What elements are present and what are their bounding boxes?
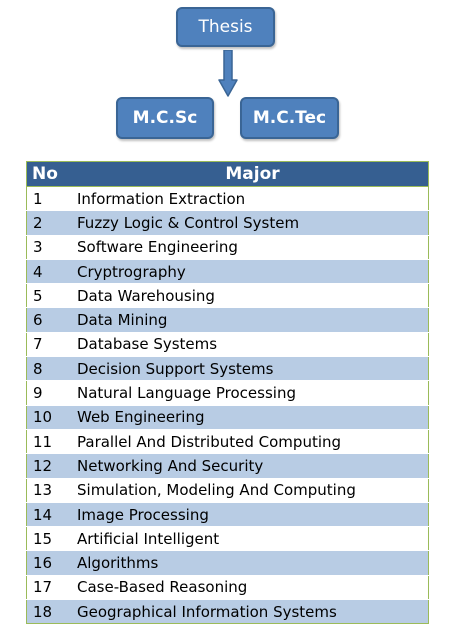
major-column-header: Major [77, 161, 429, 187]
row-number: 2 [26, 210, 77, 236]
table-row: 12 Networking And Security [26, 453, 429, 479]
major-name: Networking And Security [77, 453, 429, 479]
table-row: 13 Simulation, Modeling And Computing [26, 477, 429, 503]
table-row: 3 Software Engineering [26, 234, 429, 260]
row-number: 14 [26, 501, 77, 527]
thesis-label: Thesis [198, 17, 253, 37]
major-name: Geographical Information Systems [77, 599, 429, 624]
major-name: Data Warehousing [77, 283, 429, 308]
table-row: 16 Algorithms [26, 550, 429, 576]
table-row: 17 Case-Based Reasoning [26, 574, 429, 600]
row-number: 10 [26, 404, 77, 430]
major-name: Natural Language Processing [77, 380, 429, 406]
major-name: Artificial Intelligent [77, 526, 429, 551]
major-name: Cryptrography [77, 258, 429, 284]
table-row: 14 Image Processing [26, 501, 429, 527]
major-name: Algorithms [77, 550, 429, 576]
majors-table: No Major 1 Information Extraction 2 Fuzzy L… [26, 161, 429, 625]
major-name: Web Engineering [77, 404, 429, 430]
row-number: 11 [26, 428, 77, 454]
no-column-header: No [26, 161, 77, 187]
row-number: 5 [26, 283, 77, 308]
mctec-node: M.C.Tec [240, 97, 339, 139]
table-row: 1 Information Extraction [26, 185, 429, 211]
table-row: 5 Data Warehousing [26, 283, 429, 308]
major-name: Data Mining [77, 307, 429, 333]
row-number: 8 [26, 356, 77, 381]
row-number: 12 [26, 453, 77, 479]
table-row: 10 Web Engineering [26, 404, 429, 430]
row-number: 17 [26, 574, 77, 600]
major-name: Simulation, Modeling And Computing [77, 477, 429, 503]
row-number: 15 [26, 526, 77, 551]
row-number: 13 [26, 477, 77, 503]
table-row: 2 Fuzzy Logic & Control System [26, 210, 429, 236]
table-row: 18 Geographical Information Systems [26, 599, 429, 624]
table-row: 9 Natural Language Processing [26, 380, 429, 406]
major-name: Decision Support Systems [77, 356, 429, 381]
mctec-label: M.C.Tec [252, 108, 327, 128]
table-row: 15 Artificial Intelligent [26, 526, 429, 551]
major-name: Database Systems [77, 331, 429, 357]
major-name: Parallel And Distributed Computing [77, 428, 429, 454]
major-name: Case-Based Reasoning [77, 574, 429, 600]
major-name: Software Engineering [77, 234, 429, 260]
row-number: 7 [26, 331, 77, 357]
row-number: 16 [26, 550, 77, 576]
table-row: 7 Database Systems [26, 331, 429, 357]
table-row: 6 Data Mining [26, 307, 429, 333]
row-number: 18 [26, 599, 77, 624]
major-name: Image Processing [77, 501, 429, 527]
major-name: Fuzzy Logic & Control System [77, 210, 429, 236]
table-row: 11 Parallel And Distributed Computing [26, 428, 429, 454]
table-row: 8 Decision Support Systems [26, 356, 429, 381]
mcsc-node: M.C.Sc [116, 97, 214, 139]
row-number: 6 [26, 307, 77, 333]
major-name: Information Extraction [77, 185, 429, 211]
down-arrow-icon [218, 50, 238, 97]
row-number: 3 [26, 234, 77, 260]
table-header-row: No Major [26, 161, 429, 187]
row-number: 1 [26, 185, 77, 211]
row-number: 9 [26, 380, 77, 406]
row-number: 4 [26, 258, 77, 284]
mcsc-label: M.C.Sc [132, 108, 198, 128]
thesis-node: Thesis [176, 7, 275, 47]
table-row: 4 Cryptrography [26, 258, 429, 284]
table-body: 1 Information Extraction 2 Fuzzy Logic & Co… [26, 185, 429, 624]
